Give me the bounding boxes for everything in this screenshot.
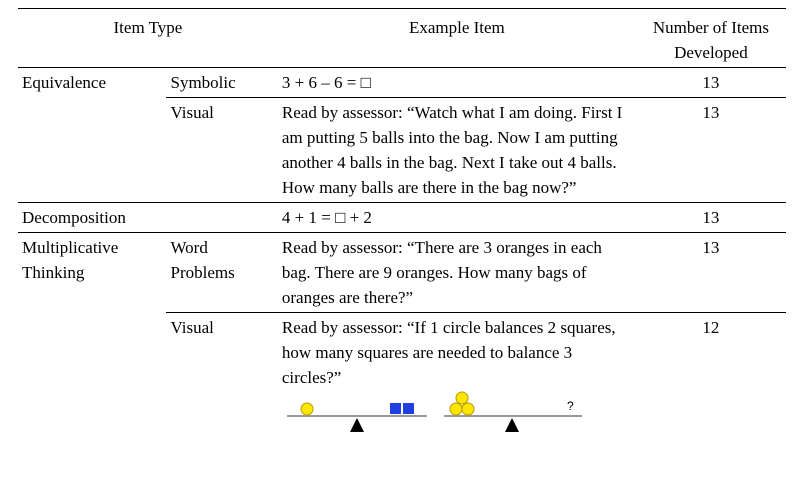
count-cell: 13 [702,208,720,227]
row: Visual Read by assessor: “If 1 circle ba… [18,313,786,446]
example-cell: Read by assessor: “There are 3 oranges i… [277,232,636,313]
subtype-cell: Symbolic [166,67,278,98]
type-cell [18,98,166,203]
item-table: Item Type Example Item Number of Items D… [18,8,786,445]
subtype-cell: Visual [170,103,214,122]
header-cell: Example Item [408,18,505,37]
type-cell [18,313,166,446]
header-row: Item Type Example Item Number of Items D… [18,8,786,68]
row: Multiplicative Thinking Word Problems Re… [18,232,786,313]
example-cell: Read by assessor: “Watch what I am doing… [281,103,623,197]
count-cell: 13 [702,103,720,122]
row: Equivalence Symbolic 3 + 6 – 6 = □ 13 [18,67,786,98]
subtype-cell: Word Problems [166,232,278,313]
example-cell: Read by assessor: “If 1 circle balances … [278,313,636,446]
subtype-cell [166,203,277,233]
header-cell: Number of Items Developed [652,18,769,62]
count-cell: 13 [635,232,786,313]
type-cell: Equivalence [22,73,107,92]
count-cell: 12 [702,318,720,337]
subtype-cell: Visual [170,318,214,337]
type-cell: Multiplicative Thinking [22,238,119,282]
example-text: Read by assessor: “If 1 circle balances … [281,318,616,387]
count-cell: 13 [635,67,786,98]
balance-figure: ? [286,391,582,432]
row: Decomposition 4 + 1 = □ + 2 13 [18,203,786,233]
figure-label: ? [567,399,574,413]
row: Visual Read by assessor: “Watch what I a… [18,98,786,203]
header-cell: Item Type [113,18,183,37]
type-cell: Decomposition [22,208,126,227]
example-cell: 3 + 6 – 6 = □ [277,67,636,98]
example-cell: 4 + 1 = □ + 2 [281,208,372,227]
